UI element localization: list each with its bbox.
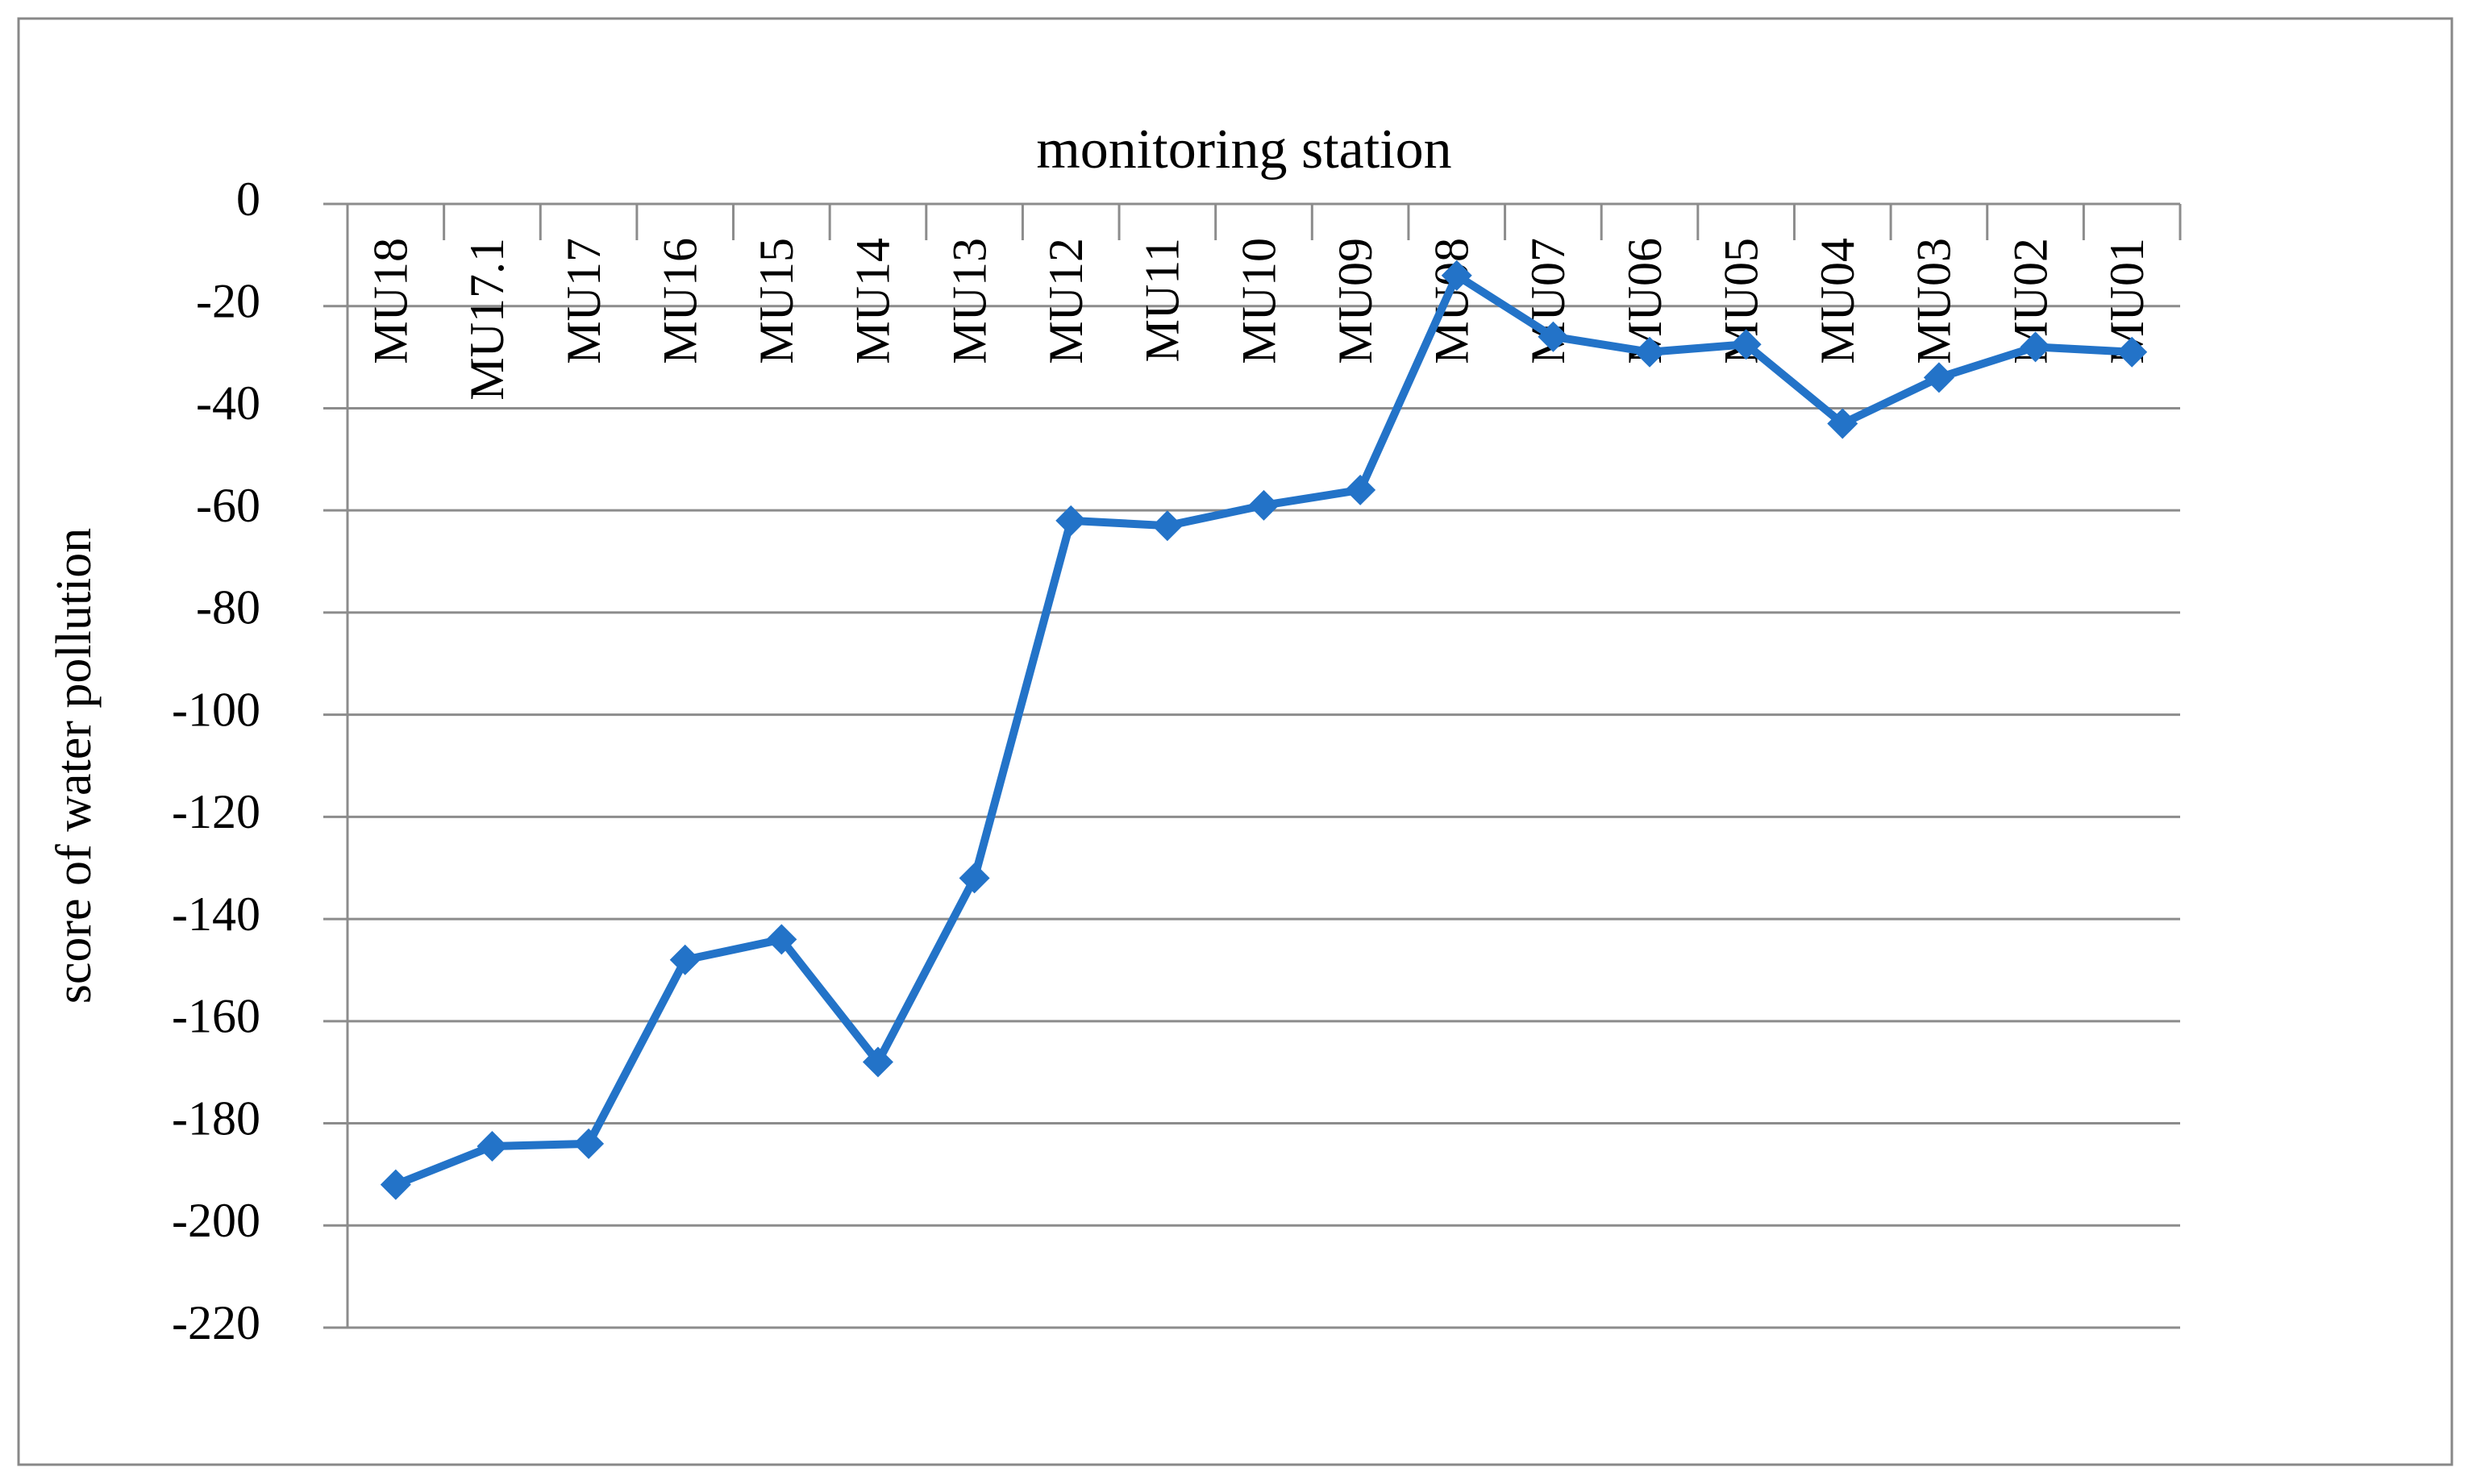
x-tick-label: MU13 xyxy=(943,238,996,364)
marker xyxy=(2116,336,2148,368)
y-tick-label: -40 xyxy=(196,376,260,430)
y-tick-label: -120 xyxy=(172,785,260,838)
y-axis-label: score of water pollution xyxy=(47,528,102,1004)
x-tick-label: MU08 xyxy=(1425,238,1479,364)
marker xyxy=(477,1131,508,1162)
x-tick-label: MU03 xyxy=(1908,238,1961,364)
marker xyxy=(1151,510,1183,542)
y-tick-label: -60 xyxy=(196,479,260,532)
marker xyxy=(1730,329,1762,360)
x-tick-label: MU16 xyxy=(653,238,706,364)
marker xyxy=(1923,362,1954,393)
chart-border xyxy=(17,17,2453,1466)
marker xyxy=(959,863,990,894)
y-tick-label: -180 xyxy=(172,1091,260,1145)
y-tick-label: -100 xyxy=(172,683,260,736)
x-tick-label: MU04 xyxy=(1811,238,1864,364)
x-tick-label: MU09 xyxy=(1329,238,1382,364)
y-tick-label: -200 xyxy=(172,1194,260,1247)
x-tick-label: MU12 xyxy=(1039,238,1092,364)
marker xyxy=(1248,489,1280,521)
marker xyxy=(2020,331,2051,363)
x-tick-label: MU14 xyxy=(847,238,900,364)
y-tick-label: -20 xyxy=(196,274,260,327)
x-tick-label: MU17 xyxy=(557,238,610,364)
marker xyxy=(573,1128,605,1159)
chart-title: monitoring station xyxy=(1036,118,1451,181)
x-tick-label: MU17.1 xyxy=(460,238,514,401)
y-tick-label: -80 xyxy=(196,581,260,634)
marker xyxy=(862,1046,893,1078)
marker xyxy=(1827,408,1858,439)
marker xyxy=(1055,505,1087,536)
marker xyxy=(766,924,797,955)
x-tick-label: MU15 xyxy=(750,238,803,364)
marker xyxy=(1345,474,1376,505)
x-tick-label: MU18 xyxy=(364,238,418,364)
x-tick-label: MU10 xyxy=(1232,238,1285,364)
x-tick-label: MU11 xyxy=(1136,238,1189,362)
y-tick-label: 0 xyxy=(236,173,260,226)
marker xyxy=(380,1169,411,1200)
y-tick-label: -140 xyxy=(172,887,260,941)
marker xyxy=(669,944,701,975)
marker xyxy=(1441,260,1472,291)
marker xyxy=(1634,336,1666,368)
marker xyxy=(1538,321,1569,352)
y-tick-label: -220 xyxy=(172,1296,260,1349)
y-tick-label: -160 xyxy=(172,990,260,1043)
